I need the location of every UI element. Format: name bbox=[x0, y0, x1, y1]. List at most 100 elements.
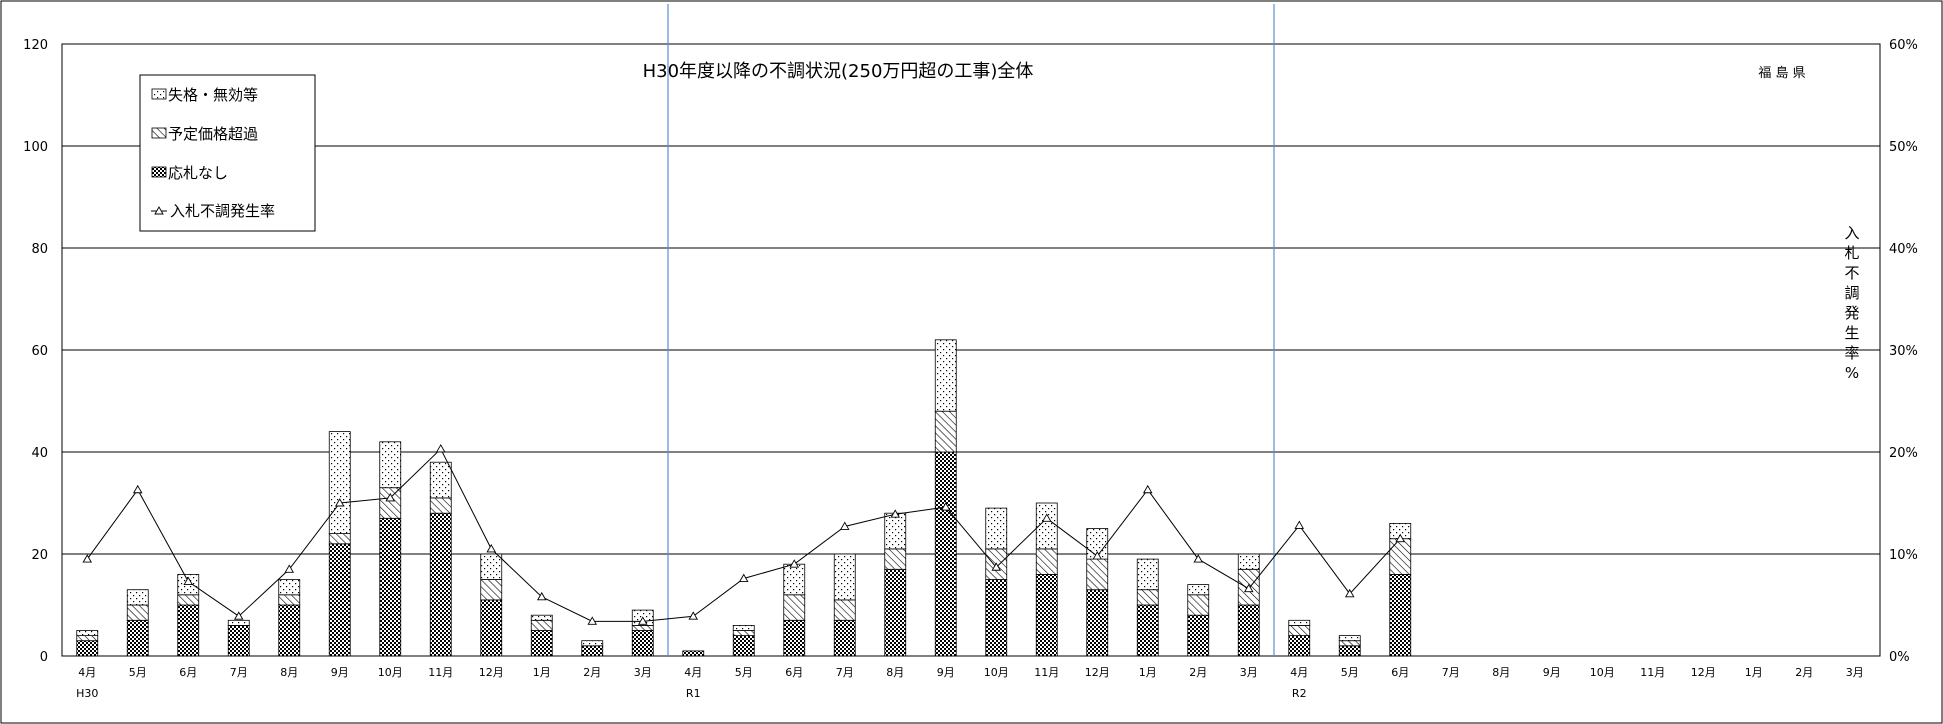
rate-point bbox=[284, 564, 295, 573]
x-tick-label: 12月 bbox=[1691, 666, 1716, 679]
bar-no-bids bbox=[1288, 635, 1311, 657]
x-tick-label: 3月 bbox=[1240, 666, 1258, 679]
bar-over-budget bbox=[631, 625, 654, 631]
bar-no-bids bbox=[1237, 604, 1260, 657]
y-tick-label: 40 bbox=[31, 446, 48, 461]
bar-over-budget bbox=[732, 630, 755, 636]
rate-point bbox=[1041, 513, 1052, 522]
legend-label-rate: 入札不調発生率 bbox=[170, 202, 275, 220]
bar-no-bids bbox=[833, 619, 856, 657]
bar-no-bids bbox=[732, 635, 755, 657]
bar-no-bids bbox=[682, 650, 705, 657]
bar-disqualified bbox=[379, 441, 402, 489]
bar-disqualified bbox=[480, 553, 503, 580]
rate-point bbox=[890, 509, 901, 518]
rate-point bbox=[132, 484, 143, 494]
bar-over-budget bbox=[783, 594, 806, 621]
bar-disqualified bbox=[1237, 553, 1260, 570]
x-tick-label: 4月 bbox=[684, 666, 702, 679]
rate-point bbox=[1092, 551, 1103, 560]
x-tick-label: 11月 bbox=[1034, 666, 1059, 679]
rate-point bbox=[738, 573, 749, 582]
right-axis-label-char: 生 bbox=[1844, 324, 1859, 342]
y-tick-label: 100 bbox=[23, 140, 48, 155]
bar-disqualified bbox=[1338, 635, 1361, 642]
triangle-line-icon bbox=[151, 206, 167, 215]
bar-no-bids bbox=[278, 604, 301, 657]
rate-point bbox=[334, 498, 345, 507]
y-tick-label: 120 bbox=[23, 38, 48, 53]
bar-no-bids bbox=[429, 512, 452, 657]
legend: 失格・無効等 予定価格超過 応札なし 入札不調発生率 bbox=[139, 74, 316, 232]
gridlines bbox=[62, 145, 1880, 555]
rate-line bbox=[82, 444, 1406, 625]
x-tick-label: 5月 bbox=[1341, 666, 1359, 679]
bar-disqualified bbox=[278, 579, 301, 596]
bar-no-bids bbox=[126, 619, 149, 657]
bar-over-budget bbox=[884, 548, 907, 570]
x-tick-label: 1月 bbox=[1139, 666, 1157, 679]
dotted-swatch-icon bbox=[151, 88, 167, 100]
rate-point bbox=[385, 492, 396, 502]
x-tick-label: 8月 bbox=[1492, 666, 1510, 679]
right-axis-label-char: 不 bbox=[1844, 264, 1859, 282]
bar-disqualified bbox=[1288, 619, 1311, 626]
right-axis-label: 入札不調発生率% bbox=[1844, 224, 1859, 382]
rate-point bbox=[1294, 520, 1305, 529]
bar-no-bids bbox=[884, 568, 907, 657]
bar-disqualified bbox=[833, 553, 856, 601]
right-axis-label-char: 率 bbox=[1844, 344, 1859, 362]
bar-over-budget bbox=[278, 594, 301, 606]
bar-over-budget bbox=[530, 619, 553, 631]
rate-point bbox=[486, 543, 497, 553]
bar-over-budget bbox=[1187, 594, 1210, 616]
x-tick-label: 2月 bbox=[1189, 666, 1207, 679]
bar-over-budget bbox=[1035, 548, 1058, 575]
bar-no-bids bbox=[581, 645, 604, 657]
checker-swatch-icon bbox=[151, 166, 167, 178]
bar-disqualified bbox=[783, 563, 806, 596]
bar-no-bids bbox=[480, 599, 503, 657]
bar-disqualified bbox=[884, 512, 907, 550]
rate-point bbox=[435, 444, 446, 453]
y-tick-label: 80 bbox=[31, 242, 48, 257]
rate-point bbox=[1243, 583, 1254, 593]
y2-tick-label: 30% bbox=[1889, 344, 1918, 359]
year-label: H30 bbox=[76, 687, 98, 700]
rate-point bbox=[536, 591, 547, 601]
x-tick-label: 9月 bbox=[937, 666, 955, 679]
right-axis-label-char: 調 bbox=[1844, 284, 1859, 302]
hatched-swatch-icon bbox=[151, 127, 167, 139]
rate-point bbox=[183, 576, 194, 585]
x-tick-label: 2月 bbox=[1795, 666, 1813, 679]
x-tick-label: 6月 bbox=[785, 666, 803, 679]
bar-disqualified bbox=[581, 640, 604, 647]
rate-point bbox=[991, 562, 1002, 571]
x-tick-label: 6月 bbox=[1391, 666, 1409, 679]
year-label: R1 bbox=[686, 687, 701, 700]
x-tick-label: 10月 bbox=[1590, 666, 1615, 679]
legend-label-over-budget: 予定価格超過 bbox=[168, 125, 258, 143]
region-note: 福 島 県 bbox=[1758, 66, 1805, 81]
x-tick-label: 5月 bbox=[129, 666, 147, 679]
year-label: R2 bbox=[1292, 687, 1307, 700]
rate-point bbox=[1142, 484, 1153, 494]
x-tick-label: 1月 bbox=[533, 666, 551, 679]
x-tick-label: 3月 bbox=[634, 666, 652, 679]
rate-point bbox=[839, 521, 850, 530]
bar-disqualified bbox=[429, 461, 452, 499]
bar-no-bids bbox=[227, 625, 250, 657]
y2-tick-label: 20% bbox=[1889, 446, 1918, 461]
x-tick-label: 7月 bbox=[1442, 666, 1460, 679]
bar-no-bids bbox=[1338, 645, 1361, 657]
legend-label-disqualified: 失格・無効等 bbox=[168, 86, 258, 104]
rate-point bbox=[233, 611, 244, 620]
bar-over-budget bbox=[1288, 625, 1311, 637]
x-tick-label: 10月 bbox=[984, 666, 1009, 679]
stacked-bars bbox=[76, 339, 1412, 657]
x-tick-label: 4月 bbox=[1290, 666, 1308, 679]
bar-over-budget bbox=[1136, 589, 1159, 606]
